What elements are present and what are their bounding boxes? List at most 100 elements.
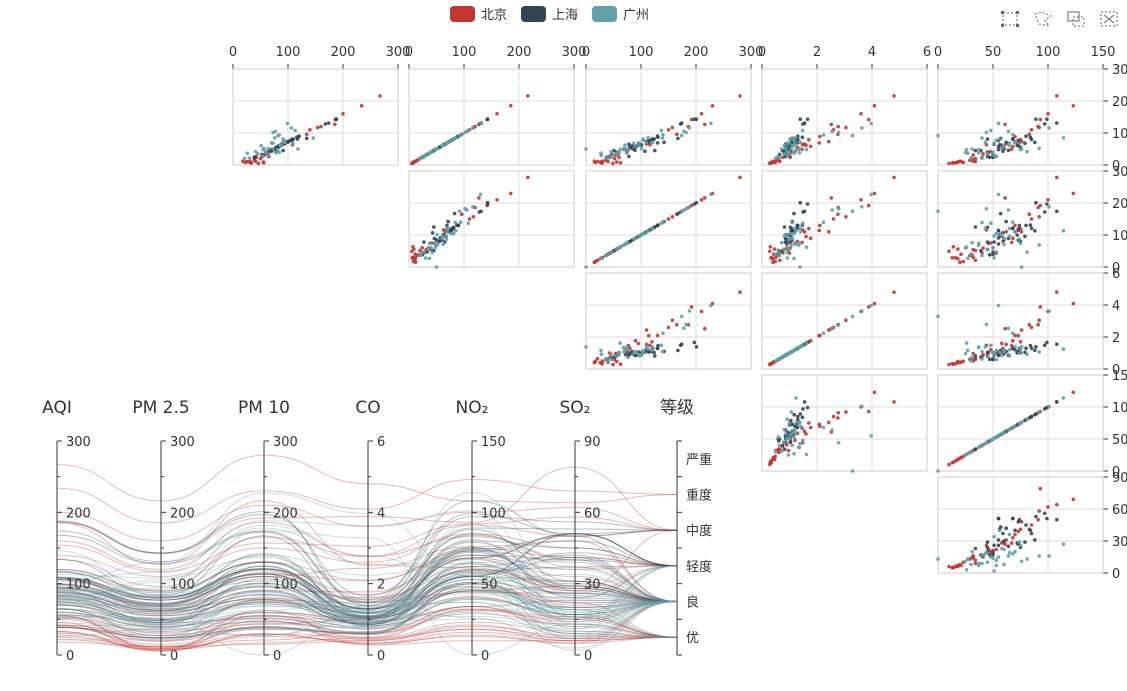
x-tick-label: 100	[276, 45, 301, 60]
scatter-point	[1034, 200, 1038, 205]
scatter-point	[788, 433, 793, 438]
legend-item-2[interactable]: 广州	[592, 4, 649, 23]
x-tick-label: 0	[758, 45, 766, 60]
scatter-point	[659, 343, 664, 348]
scatter-point	[247, 156, 252, 160]
scatter-point	[971, 554, 975, 558]
scatter-point	[818, 134, 822, 139]
scatter-point	[976, 445, 981, 450]
axis-tick-label: 300	[170, 435, 195, 450]
scatter-point	[860, 205, 864, 209]
scatter-point	[783, 146, 788, 151]
scatter-point	[1029, 325, 1034, 330]
scatter-point	[996, 147, 1001, 152]
scatter-point	[859, 198, 863, 202]
scatter-point	[951, 245, 956, 249]
scatter-point	[792, 435, 796, 439]
scatter-point	[869, 121, 873, 126]
scatter-point	[623, 143, 627, 147]
scatter-point	[334, 117, 338, 121]
scatter-point	[526, 175, 530, 180]
x-tick-label: 150	[1091, 45, 1116, 60]
scatter-point	[440, 236, 444, 240]
scatter-point	[1003, 326, 1007, 331]
scatter-cell	[936, 68, 1104, 166]
scatter-point	[836, 441, 841, 445]
scatter-point	[808, 425, 813, 430]
scatter-point	[836, 416, 840, 420]
scatter-point	[627, 154, 631, 159]
cell-border	[585, 68, 752, 166]
scatter-point	[994, 563, 999, 568]
scatter-point	[1046, 505, 1050, 509]
scatter-point	[992, 240, 996, 244]
legend-label: 广州	[623, 8, 650, 23]
scatter-point	[453, 136, 458, 140]
scatter-point	[694, 345, 699, 349]
scatter-point	[1013, 528, 1017, 533]
scatter-point	[1029, 128, 1034, 132]
scatter-point	[341, 112, 345, 116]
scatter-point	[836, 322, 841, 327]
scatter-point	[1007, 141, 1012, 145]
scatter-point	[1029, 531, 1034, 536]
scatter-point	[782, 143, 787, 148]
scatter-point	[626, 147, 630, 151]
scatter-point	[786, 453, 791, 457]
scatter-point	[660, 349, 665, 354]
clear-select-icon[interactable]	[1099, 10, 1119, 28]
scatter-point	[793, 438, 797, 443]
scatter-point	[776, 250, 781, 254]
scatter-point	[466, 128, 471, 133]
scatter-point	[271, 147, 275, 151]
keep-select-icon[interactable]	[1066, 10, 1086, 28]
scatter-point	[1006, 148, 1011, 153]
scatter-point	[976, 345, 981, 350]
scatter-point	[612, 156, 617, 161]
y-tick-label: 300	[1112, 165, 1127, 180]
scatter-point	[253, 149, 258, 154]
scatter-point	[1047, 205, 1051, 209]
scatter-point	[956, 563, 960, 568]
scatter-point	[1034, 345, 1038, 349]
legend-item-1[interactable]: 上海	[521, 4, 578, 23]
scatter-point	[1002, 236, 1006, 240]
scatter-point	[274, 151, 278, 155]
axis-tick-label: 100	[273, 578, 298, 593]
scatter-point	[1011, 338, 1015, 343]
scatter-point	[1071, 191, 1076, 196]
scatter-point	[869, 434, 873, 438]
scatter-point	[326, 121, 331, 125]
scatter-point	[818, 333, 822, 338]
cell-border	[408, 170, 575, 268]
scatter-point	[808, 236, 813, 240]
lasso-select-icon[interactable]	[1033, 10, 1053, 28]
scatter-point	[689, 305, 694, 309]
y-tick-label: 60	[1112, 503, 1127, 518]
scatter-point	[419, 156, 423, 160]
scatter-point	[798, 441, 802, 446]
scatter-point	[821, 133, 826, 137]
legend-item-0[interactable]: 北京	[450, 4, 507, 23]
scatter-point	[970, 240, 974, 245]
scatter-point	[792, 231, 796, 236]
scatter-point	[892, 175, 896, 180]
scatter-cell	[408, 68, 575, 166]
scatter-point	[434, 238, 439, 242]
y-tick-label: 100	[1112, 401, 1127, 416]
scatter-point	[463, 207, 467, 211]
scatter-point	[478, 121, 483, 126]
scatter-point	[1061, 542, 1066, 546]
scatter-point	[964, 568, 969, 572]
scatter-point	[971, 351, 975, 356]
scatter-point	[796, 414, 800, 419]
scatter-point	[798, 265, 802, 269]
scatter-point	[798, 412, 802, 416]
scatter-point	[609, 352, 614, 357]
axis-tick-label: 150	[481, 435, 506, 450]
rect-select-icon[interactable]	[1000, 10, 1020, 28]
scatter-point	[794, 241, 798, 246]
scatter-point	[271, 141, 275, 145]
scatter-point	[796, 243, 801, 247]
scatter-point	[1055, 175, 1059, 180]
